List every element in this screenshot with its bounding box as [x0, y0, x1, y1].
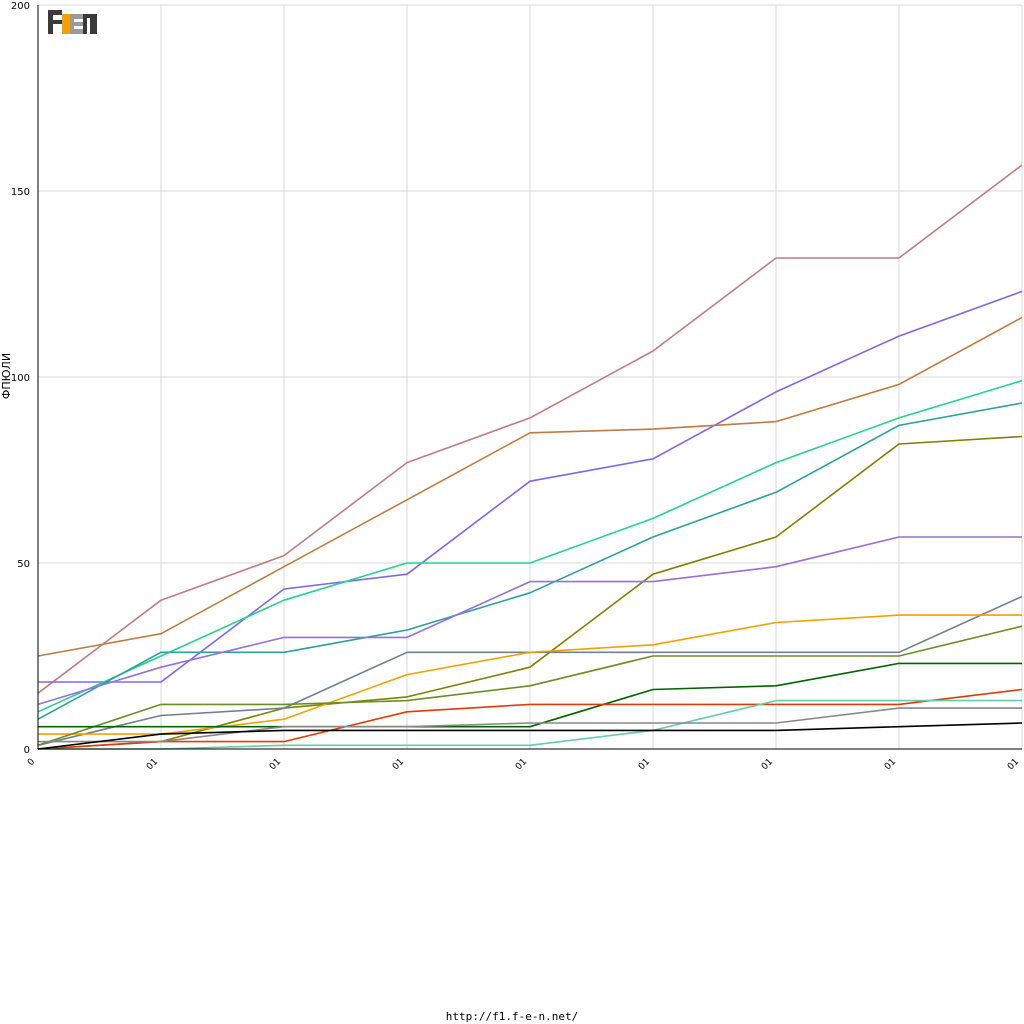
- y-tick-labels: 0 50 100 150 200: [11, 1, 30, 756]
- series-line-13: [38, 699, 1022, 750]
- series-line-1: [37, 164, 1023, 694]
- series-line-9: [38, 614, 1022, 735]
- x-tick-label: 01: [514, 757, 529, 772]
- logo: [47, 9, 99, 35]
- y-tick-label: 200: [11, 1, 30, 12]
- series-line-3: [37, 316, 1023, 657]
- y-tick-label: 100: [11, 373, 30, 384]
- x-tick-label: 01: [391, 757, 406, 772]
- x-tick-label: 01: [760, 757, 775, 772]
- series-line-11: [38, 662, 1022, 728]
- series-line-6: [37, 435, 1023, 750]
- y-axis-label: ФПЮЛИ: [0, 353, 13, 399]
- series-lines: [37, 164, 1023, 750]
- series-line-10: [37, 625, 1023, 747]
- footer-url[interactable]: http://f1.f-e-n.net/: [445, 1010, 579, 1023]
- series-line-4: [37, 379, 1023, 713]
- x-tick-label: 01: [637, 757, 652, 772]
- series-line-14: [38, 707, 1022, 743]
- series-line-5: [37, 402, 1023, 720]
- grid: [37, 4, 1023, 750]
- x-tick-label: 01: [145, 757, 160, 772]
- f1en-logo-icon: [48, 10, 97, 34]
- x-tick-label: 01: [883, 757, 898, 772]
- series-line-7: [37, 536, 1022, 706]
- series-line-2: [38, 290, 1023, 683]
- y-tick-label: 0: [24, 745, 30, 756]
- series-line-12: [37, 688, 1023, 750]
- x-tick-label: 01: [1006, 757, 1021, 772]
- y-tick-label: 150: [11, 187, 30, 198]
- axes: [37, 5, 1022, 750]
- x-tick-labels: 0 01 01 01 01 01 01 01 01: [26, 757, 1021, 772]
- series-line-15: [37, 722, 1023, 750]
- x-tick-label: 01: [268, 757, 283, 772]
- y-tick-label: 50: [17, 559, 30, 570]
- x-tick-label: 0: [26, 757, 37, 768]
